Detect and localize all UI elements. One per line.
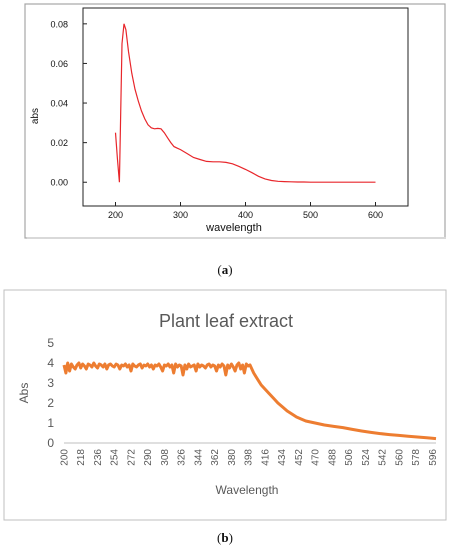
chart-b-x-axis: 200 218 236 254 272 290 308 326 344 362 380 398 416 4… — [60, 449, 439, 466]
caption-b-letter: b — [221, 530, 229, 545]
chart-b-series-line — [62, 361, 437, 441]
chart-b-x-tick-label: 344 — [193, 449, 204, 466]
chart-a-y-tick-label: 0.00 — [50, 178, 68, 188]
caption-b-close: ) — [228, 530, 233, 545]
chart-b-y-tick-label: 1 — [47, 416, 54, 430]
chart-a-x-tick-label: 300 — [173, 210, 188, 220]
chart-b-y-tick-label: 5 — [47, 336, 54, 350]
chart-b-x-tick-label: 524 — [361, 449, 372, 466]
chart-b-x-tick-label: 218 — [76, 449, 87, 466]
chart-b-x-tick-label: 578 — [411, 449, 422, 466]
chart-b-x-tick-label: 308 — [160, 449, 171, 466]
chart-b-x-tick-label: 542 — [378, 449, 389, 466]
chart-b-y-axis: 0 1 2 3 4 5 — [47, 336, 54, 450]
chart-a-x-axis: 200 300 400 500 600 — [108, 202, 383, 220]
chart-a-series-line — [114, 23, 376, 183]
chart-b-x-tick-label: 254 — [110, 449, 121, 466]
caption-b-open: ( — [217, 530, 222, 545]
chart-b-y-tick-label: 2 — [47, 396, 54, 410]
chart-b-y-tick-label: 3 — [47, 376, 54, 390]
chart-a-x-tick-label: 400 — [238, 210, 253, 220]
chart-a-y-axis: 0.00 0.02 0.04 0.06 0.08 — [50, 19, 87, 188]
chart-b-x-tick-label: 272 — [127, 449, 138, 466]
chart-a-y-tick-label: 0.04 — [50, 99, 68, 109]
chart-b-x-tick-label: 236 — [93, 449, 104, 466]
chart-b-y-axis-label: Abs — [17, 383, 31, 404]
chart-a-y-tick-label: 0.06 — [50, 59, 68, 69]
chart-b-y-tick-label: 0 — [47, 436, 54, 450]
chart-b-x-tick-label: 488 — [327, 449, 338, 466]
chart-a-x-tick-label: 600 — [368, 210, 383, 220]
chart-b-y-tick-label: 4 — [47, 356, 54, 370]
chart-b-x-tick-label: 434 — [277, 449, 288, 466]
caption-a-letter: a — [221, 262, 229, 277]
chart-a-y-tick-label: 0.08 — [50, 19, 68, 29]
chart-b-x-tick-label: 200 — [60, 449, 71, 466]
chart-b-x-tick-label: 326 — [177, 449, 188, 466]
chart-b-x-tick-label: 470 — [311, 449, 322, 466]
chart-a-frame-shadow — [27, 237, 446, 239]
chart-b-x-tick-label: 560 — [394, 449, 405, 466]
chart-b-title: Plant leaf extract — [159, 311, 293, 331]
chart-b-x-tick-label: 452 — [294, 449, 305, 466]
chart-b-x-tick-label: 362 — [210, 449, 221, 466]
chart-b-x-tick-label: 290 — [143, 449, 154, 466]
chart-a-y-axis-label: abs — [30, 108, 41, 124]
chart-b-x-tick-label: 398 — [244, 449, 255, 466]
caption-a-open: ( — [217, 262, 222, 277]
chart-b-frame — [3, 289, 447, 521]
chart-b-x-tick-label: 596 — [428, 449, 439, 466]
chart-a-x-tick-label: 500 — [303, 210, 318, 220]
caption-b: (b) — [0, 530, 450, 546]
chart-b-x-tick-label: 380 — [227, 449, 238, 466]
chart-b-x-tick-label: 506 — [344, 449, 355, 466]
chart-a: 0.00 0.02 0.04 0.06 0.08 200 300 400 500 600 abs… — [24, 3, 446, 239]
caption-a-close: ) — [228, 262, 233, 277]
chart-b-x-tick-label: 416 — [260, 449, 271, 466]
caption-a: (a) — [0, 262, 450, 278]
chart-a-y-tick-label: 0.02 — [50, 138, 68, 148]
chart-a-x-axis-label: wavelength — [205, 222, 262, 234]
chart-b-x-axis-label: Wavelength — [216, 483, 279, 497]
chart-a-frame — [24, 3, 446, 239]
chart-a-x-tick-label: 200 — [108, 210, 123, 220]
